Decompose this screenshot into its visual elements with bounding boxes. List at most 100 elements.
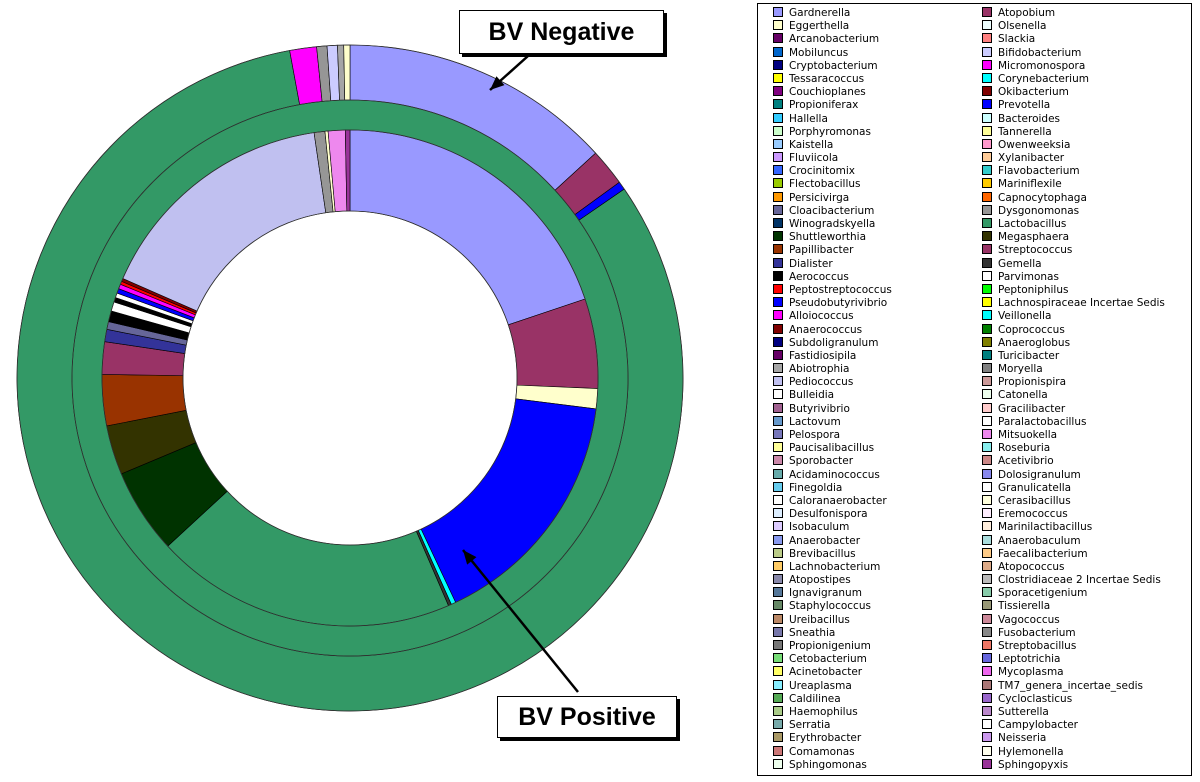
legend-label: Subdoligranulum [789, 336, 879, 349]
legend-label: Anaerococcus [789, 323, 863, 336]
legend-label: Hylemonella [998, 745, 1064, 758]
legend-item: Cryptobacterium [773, 59, 892, 73]
legend-swatch [982, 7, 992, 17]
legend-item: Tissierella [982, 600, 1165, 613]
legend-label: Gracilibacter [998, 402, 1066, 415]
legend-swatch [982, 534, 992, 545]
legend-swatch [773, 600, 783, 611]
legend-swatch [982, 86, 992, 97]
legend-swatch [773, 310, 783, 321]
legend-label: Erythrobacter [789, 732, 862, 745]
legend-item: Haemophilus [773, 705, 892, 719]
legend-swatch [773, 732, 783, 743]
legend-item: Prevotella [982, 99, 1165, 112]
legend-label: Cerasibacillus [998, 494, 1071, 507]
legend-swatch [773, 165, 783, 176]
legend-swatch [982, 666, 992, 677]
legend-label: Ureaplasma [789, 679, 852, 692]
legend-item: Caloranaerobacter [773, 494, 892, 508]
legend-item: Sphingopyxis [982, 758, 1165, 772]
legend-item: Megasphaera [982, 231, 1165, 244]
legend-label: Propionigenium [789, 640, 871, 652]
legend-swatch [982, 310, 992, 321]
legend-label: Cryptobacterium [789, 59, 878, 72]
legend-item: Owenweeksia [982, 138, 1165, 152]
legend-item: Lactovum [773, 415, 892, 429]
legend-swatch [982, 204, 992, 215]
legend-swatch [773, 72, 783, 83]
legend-item: Desulfonispora [773, 508, 892, 521]
legend-item: Gardnerella [773, 7, 892, 20]
legend-label: Cetobacterium [789, 653, 867, 666]
legend-item: Ureaplasma [773, 679, 892, 693]
legend-swatch [773, 415, 783, 426]
legend-swatch [982, 244, 992, 255]
legend-item: Serratia [773, 719, 892, 732]
legend-item: Lactobacillus [982, 218, 1165, 231]
legend-item: Tannerella [982, 125, 1165, 139]
legend-label: Crocinitomix [789, 165, 856, 178]
legend-item: Atopococcus [982, 560, 1165, 574]
legend-label: Fastidiosipila [789, 349, 857, 362]
legend-item: Coprococcus [982, 323, 1165, 337]
legend-swatch [773, 178, 783, 189]
legend-label: Streptococcus [998, 244, 1073, 257]
legend-swatch [982, 560, 992, 571]
legend-label: Pseudobutyrivibrio [789, 297, 888, 310]
legend-item: Streptococcus [982, 244, 1165, 257]
legend-label: Anaeroglobus [998, 336, 1071, 349]
legend-label: Fluviicola [789, 152, 839, 165]
legend-swatch [982, 323, 992, 334]
legend-item: Finegoldia [773, 481, 892, 495]
callout-bv-positive: BV Positive [497, 696, 677, 738]
legend-item: Peptoniphilus [982, 283, 1165, 297]
legend-item: Turicibacter [982, 349, 1165, 363]
legend-item: Winogradskyella [773, 218, 892, 231]
ring-outline [71, 99, 629, 657]
legend-item: Slackia [982, 33, 1165, 46]
legend-item: Porphyromonas [773, 125, 892, 139]
legend-item: Lachnospiraceae Incertae Sedis [982, 297, 1165, 310]
legend-item: Xylanibacter [982, 152, 1165, 165]
legend-item: Mitsuokella [982, 429, 1165, 442]
legend-item: Acidaminococcus [773, 468, 892, 482]
legend-item: Comamonas [773, 745, 892, 759]
legend-swatch [982, 72, 992, 83]
legend-swatch [773, 204, 783, 215]
legend-item: Sutterella [982, 705, 1165, 719]
legend-label: Paralactobacillus [998, 415, 1087, 428]
legend-label: Persicivirga [789, 191, 850, 204]
legend-item: Okibacterium [982, 86, 1165, 99]
legend-label: Alloiococcus [789, 310, 854, 323]
legend-item: Corynebacterium [982, 72, 1165, 86]
ring-outline [16, 44, 684, 712]
legend-item: Abiotrophia [773, 363, 892, 376]
legend-label: Acinetobacter [789, 666, 863, 679]
legend-swatch [773, 626, 783, 637]
legend-swatch [982, 494, 992, 505]
legend-label: Dolosigranulum [998, 468, 1081, 481]
legend-label: Dialister [789, 257, 833, 270]
legend-label: Coprococcus [998, 323, 1065, 336]
legend-swatch [982, 165, 992, 176]
legend-item: Mycoplasma [982, 666, 1165, 679]
legend-label: Neisseria [998, 732, 1047, 745]
legend-label: Cycloclasticus [998, 692, 1073, 705]
legend-swatch [982, 587, 992, 598]
legend-swatch [773, 547, 783, 558]
legend-swatch [773, 508, 783, 519]
legend-label: Ignavigranum [789, 587, 862, 600]
legend-swatch [982, 626, 992, 637]
legend-swatch [773, 560, 783, 571]
legend-swatch [982, 574, 992, 585]
legend-column: Gardnerella Eggerthella Arcanobacterium Mob… [773, 7, 892, 772]
legend-item: Hallella [773, 112, 892, 126]
legend-label: Parvimonas [998, 270, 1059, 283]
legend-swatch [982, 297, 992, 308]
legend-item: Gemella [982, 257, 1165, 271]
legend-swatch [773, 442, 783, 453]
legend-column: Atopobium Olsenella Slackia Bifidobacterium… [982, 7, 1165, 772]
legend-swatch [982, 402, 992, 413]
legend-label: Caloranaerobacter [789, 494, 887, 507]
legend-swatch [773, 376, 783, 387]
